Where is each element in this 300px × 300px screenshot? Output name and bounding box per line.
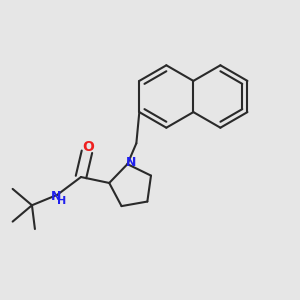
Text: N: N	[50, 190, 61, 203]
Text: H: H	[57, 196, 66, 206]
Text: N: N	[126, 156, 136, 169]
Text: O: O	[82, 140, 94, 154]
